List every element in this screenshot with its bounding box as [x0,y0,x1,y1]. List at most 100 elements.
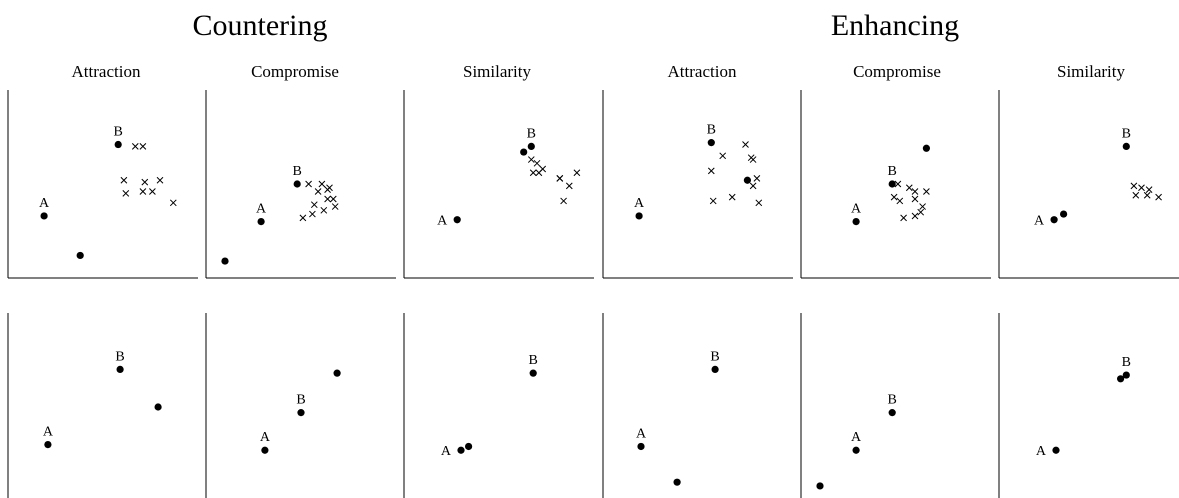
point-decoy [673,478,681,486]
point-label: A [851,430,862,445]
cross-marker [573,169,581,177]
cross-marker [310,201,318,209]
cross-marker [900,214,907,222]
point-decoy [333,369,341,377]
cross-marker [120,176,128,184]
point-b [711,365,719,373]
panel-title-countering-similarity: Similarity [463,62,531,81]
cross-marker [1130,182,1138,190]
point-a [635,212,643,220]
point-label: B [888,164,897,179]
panel-enhancing-similarity-bottom: AB [998,313,1131,498]
point-label: A [1036,444,1047,459]
cross-marker [896,197,904,205]
point-decoy [1117,375,1125,383]
cross-marker [139,143,147,150]
point-b [707,139,715,147]
point-a [40,212,48,220]
point-label: A [634,196,645,211]
cross-marker [749,182,757,190]
cross-marker [917,208,925,216]
cross-marker [320,206,328,214]
point-a [852,446,860,454]
point-a [852,218,860,226]
cross-marker [141,178,149,186]
cross-marker [329,195,337,203]
cross-marker [533,159,541,167]
point-a [453,216,461,224]
cross-marker [905,184,913,192]
group-title-enhancing: Enhancing [830,9,960,42]
point-b [293,180,301,188]
point-label: B [529,353,538,368]
panel-countering-similarity-bottom: AB [403,313,538,498]
point-label: B [1122,126,1131,141]
point-label: B [707,123,716,138]
point-a [257,218,265,226]
cross-marker [156,176,164,184]
point-a [261,446,269,454]
point-label: B [1122,355,1131,370]
point-b [297,409,305,417]
cross-marker [529,169,537,177]
panel-countering-attraction-bottom: AB [7,313,162,498]
point-label: A [441,444,452,459]
point-a [637,442,645,451]
point-decoy [76,251,84,260]
panel-countering-attraction-top: AB [7,90,198,279]
point-decoy [743,176,752,184]
cross-marker [131,143,139,150]
panel-enhancing-attraction-top: AB [602,90,793,279]
cross-marker [309,210,316,218]
cross-marker [314,188,322,195]
cross-marker [169,199,177,207]
panel-enhancing-similarity-top: AB [998,90,1179,279]
cross-marker [728,193,736,201]
cross-marker [324,195,331,203]
panel-title-enhancing-attraction: Attraction [667,62,737,81]
cross-marker [911,212,919,220]
point-b [527,142,535,150]
point-label: B [115,349,124,364]
group-title-countering: Countering [192,9,328,42]
point-a [1050,216,1058,224]
point-b [116,365,124,373]
point-label: B [888,393,897,408]
panel-title-enhancing-compromise: Compromise [853,62,941,81]
point-decoy [465,442,473,451]
point-b [888,180,896,188]
cross-marker [331,203,339,210]
point-decoy [922,144,931,152]
point-label: B [114,125,123,140]
cross-marker [1143,191,1151,199]
cross-marker [753,175,761,182]
point-decoy [520,148,528,156]
cross-marker [122,190,130,197]
point-b [888,409,896,417]
cross-marker [911,195,919,203]
point-a [44,441,52,449]
cross-marker [1145,186,1153,193]
cross-marker [755,199,763,207]
panel-title-enhancing-similarity: Similarity [1057,62,1125,81]
cross-marker [707,167,715,175]
point-b [1122,142,1130,150]
cross-marker [305,180,312,188]
cross-marker [919,203,926,210]
panel-title-countering-compromise: Compromise [251,62,339,81]
point-label: A [256,202,267,217]
panel-enhancing-attraction-bottom: AB [602,313,720,498]
cross-marker [1138,184,1145,192]
panel-title-countering-attraction: Attraction [71,62,141,81]
point-b [114,140,122,149]
point-label: A [260,430,271,445]
point-b [529,369,537,377]
point-decoy [1060,210,1068,218]
cross-marker [709,197,717,205]
point-label: B [296,393,305,408]
cross-marker [324,186,331,193]
cross-marker [742,141,749,148]
point-label: A [437,214,448,229]
panel-enhancing-compromise-bottom: AB [800,313,897,498]
